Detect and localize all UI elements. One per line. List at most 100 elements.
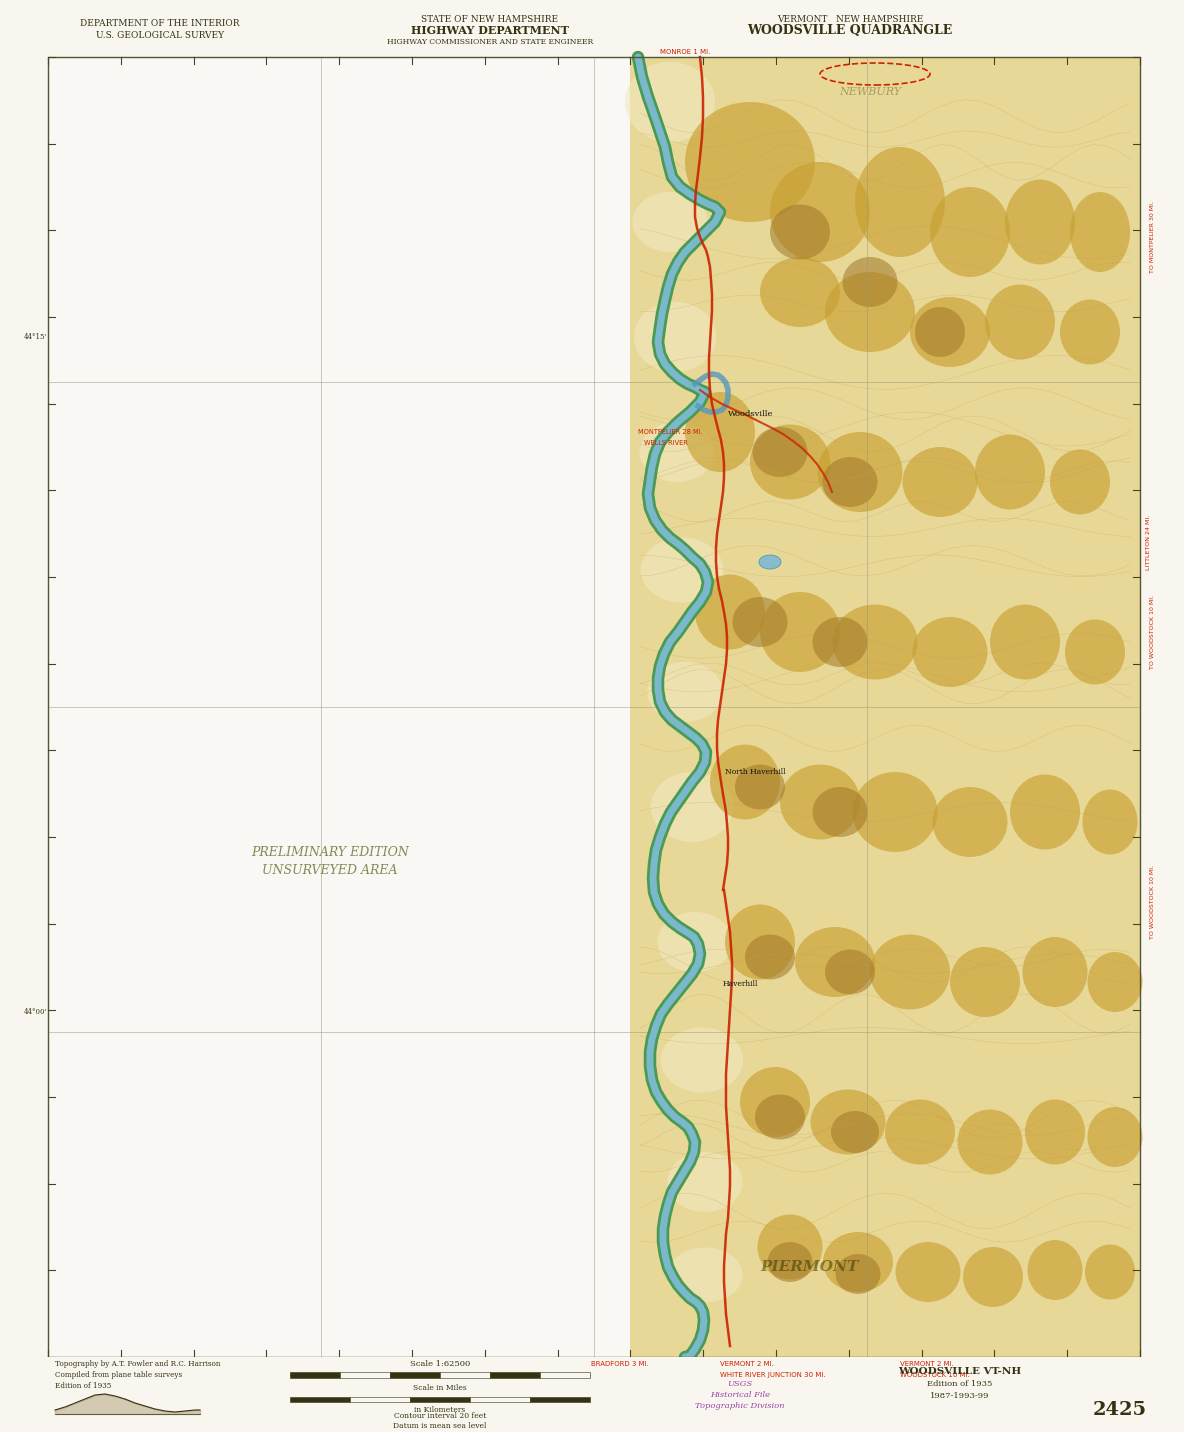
Ellipse shape	[770, 205, 830, 259]
Bar	[440, 1372, 490, 1378]
Bar	[340, 1372, 390, 1378]
Ellipse shape	[1087, 952, 1143, 1012]
Ellipse shape	[668, 1247, 742, 1303]
Ellipse shape	[668, 1151, 742, 1211]
Text: Woodsville: Woodsville	[728, 410, 773, 418]
Ellipse shape	[836, 1254, 881, 1295]
Ellipse shape	[760, 256, 839, 326]
Ellipse shape	[755, 1094, 805, 1140]
Ellipse shape	[639, 422, 714, 483]
Text: PIERMONT: PIERMONT	[761, 1260, 860, 1274]
Text: Contour interval 20 feet
Datum is mean sea level: Contour interval 20 feet Datum is mean s…	[393, 1412, 487, 1429]
Text: Topography by A.T. Fowler and R.C. Harrison: Topography by A.T. Fowler and R.C. Harri…	[54, 1360, 220, 1368]
Text: 2425: 2425	[1093, 1400, 1147, 1419]
Text: STATE OF NEW HAMPSHIRE: STATE OF NEW HAMPSHIRE	[422, 14, 559, 23]
Ellipse shape	[759, 556, 781, 569]
Ellipse shape	[855, 147, 945, 256]
Text: WOODSVILLE VT-NH: WOODSVILLE VT-NH	[899, 1368, 1022, 1376]
Ellipse shape	[641, 537, 723, 603]
Ellipse shape	[686, 102, 815, 222]
Ellipse shape	[870, 935, 950, 1010]
Ellipse shape	[825, 272, 915, 352]
Ellipse shape	[657, 912, 733, 972]
Text: Scale 1:62500: Scale 1:62500	[410, 1360, 470, 1368]
Ellipse shape	[745, 935, 794, 979]
Text: PRELIMINARY EDITION: PRELIMINARY EDITION	[251, 845, 408, 859]
Text: UNSURVEYED AREA: UNSURVEYED AREA	[262, 863, 398, 876]
Text: BRADFORD 3 MI.: BRADFORD 3 MI.	[591, 1360, 649, 1368]
Text: VERMONT 2 MI.: VERMONT 2 MI.	[720, 1360, 774, 1368]
Text: WELLS RIVER: WELLS RIVER	[644, 440, 688, 445]
Text: in Kilometers: in Kilometers	[414, 1406, 465, 1413]
Text: 44°00': 44°00'	[24, 1008, 46, 1015]
Text: Compiled from plane table surveys: Compiled from plane table surveys	[54, 1370, 182, 1379]
Ellipse shape	[1087, 1107, 1143, 1167]
Text: Topographic Division: Topographic Division	[695, 1402, 785, 1411]
Text: WHITE RIVER JUNCTION 30 MI.: WHITE RIVER JUNCTION 30 MI.	[720, 1372, 825, 1378]
Text: MONTPELIER 28 MI.: MONTPELIER 28 MI.	[638, 430, 702, 435]
Text: Edition of 1935: Edition of 1935	[54, 1382, 111, 1390]
Text: NEWBURY: NEWBURY	[839, 87, 901, 97]
Text: Scale in Miles: Scale in Miles	[413, 1383, 466, 1392]
Ellipse shape	[990, 604, 1060, 680]
Ellipse shape	[812, 617, 868, 667]
Ellipse shape	[686, 392, 755, 473]
Ellipse shape	[740, 1067, 810, 1137]
Ellipse shape	[661, 1028, 744, 1093]
Ellipse shape	[1028, 1240, 1082, 1300]
Ellipse shape	[725, 905, 794, 979]
Ellipse shape	[1082, 789, 1138, 855]
Ellipse shape	[958, 1110, 1023, 1174]
Text: 1987-1993-99: 1987-1993-99	[931, 1392, 990, 1400]
Ellipse shape	[823, 1232, 893, 1292]
Ellipse shape	[1010, 775, 1080, 849]
Bar	[490, 1372, 540, 1378]
Text: Historical File: Historical File	[710, 1390, 770, 1399]
Ellipse shape	[758, 1214, 823, 1280]
Text: DEPARTMENT OF THE INTERIOR: DEPARTMENT OF THE INTERIOR	[81, 20, 239, 29]
Ellipse shape	[648, 662, 722, 722]
Ellipse shape	[823, 457, 877, 507]
Ellipse shape	[812, 788, 868, 836]
Ellipse shape	[695, 574, 765, 650]
Ellipse shape	[632, 192, 708, 252]
Ellipse shape	[1005, 179, 1075, 265]
Bar	[470, 1396, 530, 1402]
Bar	[49, 57, 630, 1358]
Bar	[390, 1372, 440, 1378]
Ellipse shape	[1023, 937, 1087, 1007]
Text: Haverhill: Haverhill	[722, 979, 758, 988]
Bar	[630, 57, 1140, 1358]
Ellipse shape	[933, 788, 1008, 856]
Ellipse shape	[884, 1100, 955, 1164]
Text: TO WOODSTOCK 10 MI.: TO WOODSTOCK 10 MI.	[1150, 594, 1154, 669]
Bar	[0, 1358, 1184, 1432]
Ellipse shape	[651, 772, 733, 842]
Text: U.S. GEOLOGICAL SURVEY: U.S. GEOLOGICAL SURVEY	[96, 32, 224, 40]
Ellipse shape	[1050, 450, 1111, 514]
Text: TO MONTPELIER 30 MI.: TO MONTPELIER 30 MI.	[1150, 200, 1154, 274]
Ellipse shape	[831, 1111, 879, 1153]
Ellipse shape	[902, 447, 978, 517]
Ellipse shape	[895, 1242, 960, 1302]
Ellipse shape	[794, 927, 875, 997]
Text: LITTLETON 24 MI.: LITTLETON 24 MI.	[1145, 514, 1151, 570]
Ellipse shape	[974, 434, 1045, 510]
Ellipse shape	[633, 302, 716, 372]
Ellipse shape	[760, 591, 839, 672]
Ellipse shape	[710, 745, 780, 819]
Ellipse shape	[749, 424, 830, 500]
Ellipse shape	[832, 604, 918, 680]
Ellipse shape	[915, 306, 965, 357]
Ellipse shape	[1060, 299, 1120, 365]
Bar	[410, 1396, 470, 1402]
Ellipse shape	[843, 256, 897, 306]
Ellipse shape	[770, 162, 870, 262]
Text: USGS: USGS	[727, 1380, 753, 1388]
Ellipse shape	[625, 62, 715, 142]
Text: WOODSTOCK 10 MI.: WOODSTOCK 10 MI.	[900, 1372, 970, 1378]
Ellipse shape	[985, 285, 1055, 359]
Bar	[350, 1396, 410, 1402]
Ellipse shape	[950, 947, 1019, 1017]
Ellipse shape	[817, 432, 902, 513]
